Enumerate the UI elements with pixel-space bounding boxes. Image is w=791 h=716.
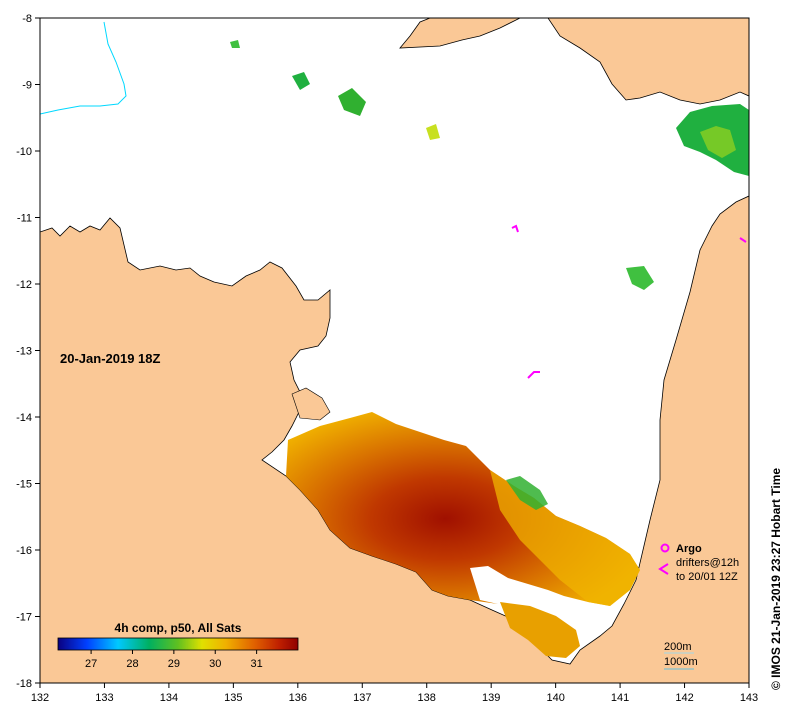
argo-marker — [660, 543, 670, 553]
date-label: 20-Jan-2019 18Z — [60, 351, 161, 366]
colorbar-title: 4h comp, p50, All Sats — [115, 621, 242, 635]
land-island — [291, 387, 331, 421]
colorbar-tick-label: 27 — [85, 658, 97, 670]
sst-patch-3 — [626, 266, 654, 290]
lon-tick-label: 133 — [95, 692, 113, 704]
lat-tick-label: -11 — [17, 213, 32, 225]
lat-tick-label: -17 — [16, 612, 32, 624]
drifters-label-2: to 20/01 12Z — [676, 571, 738, 583]
lat-tick-label: -15 — [16, 479, 32, 491]
land-northern-territory — [40, 195, 749, 683]
land-cape-york — [547, 18, 749, 105]
lat-tick-label: -12 — [16, 279, 32, 291]
lat-tick-label: -10 — [16, 146, 32, 158]
sst-patch-5 — [230, 40, 240, 48]
drifter-marker — [658, 563, 669, 575]
lon-tick-label: 132 — [31, 692, 49, 704]
drifters-label-1: drifters@12h — [676, 557, 739, 569]
lon-tick-label: 137 — [353, 692, 371, 704]
sst-patch-ne2 — [700, 126, 736, 158]
lat-tick-label: -16 — [16, 545, 32, 557]
colorbar-ticks: 27 28 29 30 31 — [85, 650, 263, 670]
lat-tick-label: -8 — [22, 13, 32, 25]
latitude-axis: -8 -9 -10 -11 -12 -13 -14 -15 -16 -17 -18 — [16, 13, 40, 690]
colorbar-tick-label: 30 — [209, 658, 221, 670]
sst-patch-1 — [292, 72, 310, 90]
lon-tick-label: 139 — [482, 692, 500, 704]
river — [40, 21, 127, 115]
argo-label: Argo — [676, 543, 702, 555]
lat-tick-label: -18 — [16, 678, 32, 690]
lon-tick-label: 134 — [160, 692, 178, 704]
sst-patch-green-edge — [506, 476, 548, 510]
lat-tick-label: -14 — [16, 412, 32, 424]
colorbar — [57, 637, 299, 651]
drifter-track-3 — [739, 237, 747, 243]
lon-tick-label: 141 — [611, 692, 629, 704]
colorbar-tick-label: 29 — [168, 658, 180, 670]
lat-tick-label: -9 — [22, 80, 32, 92]
lon-tick-label: 142 — [675, 692, 693, 704]
land-new-guinea — [399, 18, 521, 49]
credit-text: © IMOS 21-Jan-2019 23:27 Hobart Time — [769, 468, 783, 690]
sst-patch-4 — [426, 124, 440, 140]
colorbar-tick-label: 31 — [250, 658, 262, 670]
lon-tick-label: 135 — [224, 692, 242, 704]
sst-patch-south — [500, 602, 580, 658]
lon-tick-label: 140 — [546, 692, 564, 704]
drifter-track-1 — [511, 224, 519, 233]
contour-1000-label: 1000m — [664, 656, 698, 668]
lon-tick-label: 136 — [289, 692, 307, 704]
lat-tick-label: -13 — [16, 346, 32, 358]
sst-patch-2 — [338, 88, 366, 116]
drifter-track-2 — [527, 371, 540, 379]
contour-200-label: 200m — [664, 641, 692, 653]
colorbar-tick-label: 28 — [126, 658, 138, 670]
longitude-axis: 132 133 134 135 136 137 138 139 140 141 142 143 — [31, 683, 758, 704]
lon-tick-label: 138 — [418, 692, 436, 704]
lon-tick-label: 143 — [740, 692, 758, 704]
